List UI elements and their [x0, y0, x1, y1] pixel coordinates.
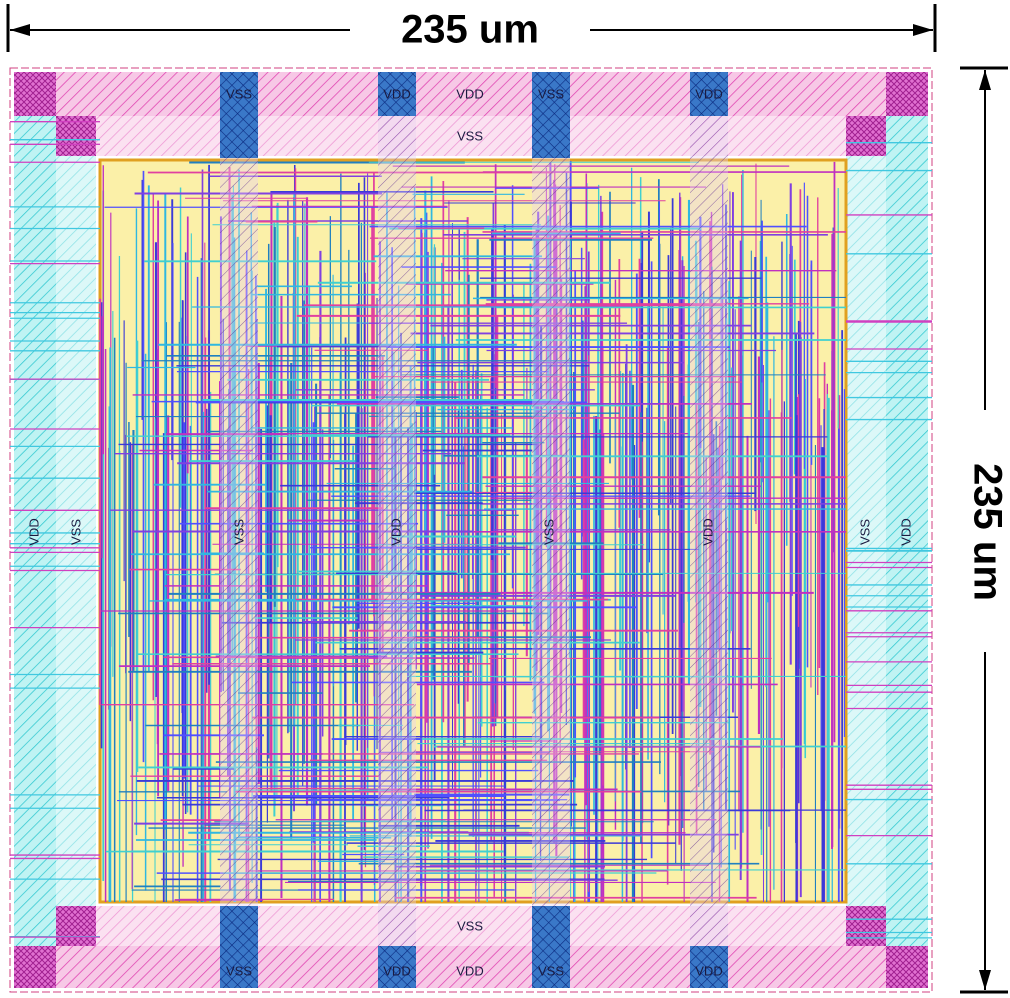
net-label: VSS	[68, 519, 83, 545]
net-label: VSS	[231, 519, 246, 545]
net-label: VDD	[695, 86, 722, 101]
net-label: VSS	[457, 918, 483, 933]
rail-pad	[220, 906, 258, 988]
net-label: VDD	[26, 518, 41, 545]
bottom-ring	[14, 946, 928, 988]
power-rail	[220, 72, 258, 988]
rail-pad	[378, 946, 416, 988]
arrow-head	[913, 24, 933, 36]
height-label: 235 um	[965, 463, 1009, 601]
corner-pad	[846, 116, 886, 156]
net-label: VDD	[898, 518, 913, 545]
net-label: VDD	[700, 518, 715, 545]
corner-pad	[14, 72, 56, 116]
net-label: VDD	[695, 963, 722, 978]
corner-pad	[886, 72, 928, 116]
net-label: VDD	[383, 86, 410, 101]
width-label: 235 um	[401, 8, 539, 52]
net-label: VSS	[226, 963, 252, 978]
chip-layout: VSS VDD VDD VSS VDD VSS VDD VSS VSS VDD VSS VDD VSS V…	[9, 67, 933, 993]
arrow-head	[10, 24, 30, 36]
rail-pad	[690, 72, 728, 116]
corner-pad	[56, 116, 96, 156]
inner-bottom-ring	[56, 906, 886, 946]
left-ring	[14, 72, 56, 988]
net-label: VSS	[538, 86, 564, 101]
rail-pad	[378, 72, 416, 116]
rail-pad	[220, 72, 258, 158]
inner-top-ring	[56, 116, 886, 156]
net-label: VSS	[541, 519, 556, 545]
net-label: VDD	[456, 963, 483, 978]
corner-pad	[886, 946, 928, 988]
rail-pad	[532, 906, 570, 988]
net-label: VDD	[456, 86, 483, 101]
net-label: VDD	[388, 518, 403, 545]
net-label: VSS	[857, 519, 872, 545]
power-rail	[378, 72, 416, 988]
corner-pad	[56, 906, 96, 946]
corner-pad	[846, 906, 886, 946]
net-label: VSS	[538, 963, 564, 978]
rail-pad	[532, 72, 570, 158]
power-rails	[220, 72, 728, 988]
rail-pad	[690, 946, 728, 988]
corner-pad	[14, 946, 56, 988]
net-label: VSS	[226, 86, 252, 101]
top-ring	[14, 72, 928, 116]
net-label: VDD	[383, 963, 410, 978]
arrow-head	[979, 970, 991, 990]
height-dimension: 235 um	[960, 66, 1009, 994]
net-labels: VSS VDD VDD VSS VDD VSS VDD VSS VSS VDD VSS VDD VSS V…	[26, 86, 913, 978]
power-rail	[532, 72, 570, 988]
net-label: VSS	[457, 128, 483, 143]
width-dimension: 235 um	[6, 4, 937, 52]
arrow-head	[979, 70, 991, 90]
power-rail	[690, 72, 728, 988]
